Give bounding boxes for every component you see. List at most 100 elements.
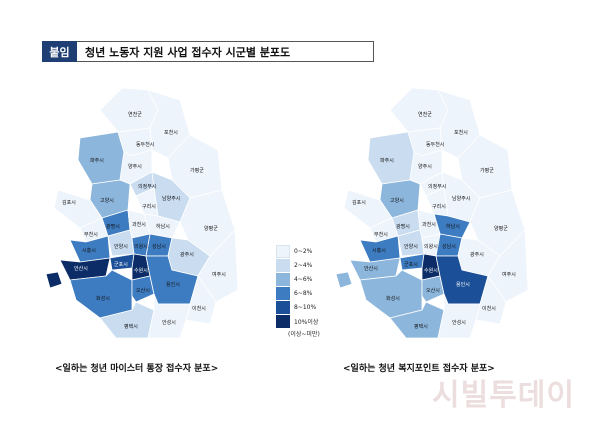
label-anseong: 안성시 (452, 319, 466, 326)
legend-note: (이상~미만) (288, 331, 320, 338)
label-yangpyeong: 양평군 (204, 225, 218, 232)
region-pocheon (147, 89, 191, 159)
label-paju: 파주시 (90, 157, 104, 164)
label-gimpo: 김포시 (352, 199, 366, 206)
label-guri: 구리시 (142, 203, 156, 210)
legend-swatch (276, 244, 290, 258)
label-gunpo: 군포시 (114, 262, 128, 268)
label-namyangju: 남양주시 (452, 195, 470, 202)
map-welfare-point: 연천군 포천시 동두천시 양주시 파주시 의정부시 가평군 고양시 김포시 남양… (330, 80, 530, 340)
region-osan (131, 275, 155, 303)
region-siheung (359, 235, 401, 263)
legend-label: 10%이상 (294, 318, 319, 326)
legend-label: 0~2% (294, 247, 313, 255)
label-dongducheon: 동두천시 (426, 141, 444, 148)
legend-item: 8~10% (276, 300, 330, 314)
region-ansan (59, 257, 111, 281)
label-siheung: 시흥시 (82, 247, 96, 254)
label-yangpyeong: 양평군 (494, 225, 508, 232)
label-gimpo: 김포시 (62, 199, 76, 206)
watermark-logo: 시빌투데이 (432, 378, 575, 413)
region-icheon (475, 275, 507, 325)
attachment-tag: 붙임 (42, 41, 77, 62)
label-yeoju: 여주시 (502, 271, 516, 278)
label-pyeongtaek: 평택시 (414, 323, 428, 330)
label-hwaseong: 화성시 (386, 295, 400, 302)
label-goyang: 고양시 (390, 197, 404, 204)
region-siheung (69, 235, 111, 263)
label-pocheon: 포천시 (164, 129, 178, 136)
label-pocheon: 포천시 (454, 129, 468, 136)
caption-right: <일하는 청년 복지포인트 접수자 분포> (343, 364, 495, 374)
label-anyang: 안양시 (114, 243, 128, 250)
label-bucheon: 부천시 (374, 231, 388, 238)
label-dongducheon: 동두천시 (136, 141, 154, 148)
label-bucheon: 부천시 (84, 231, 98, 238)
label-hwaseong: 화성시 (96, 295, 110, 302)
region-anseong (437, 293, 481, 339)
label-gapyeong: 가평군 (480, 167, 494, 174)
region-island (45, 271, 63, 289)
label-hanam: 하남시 (156, 223, 170, 230)
label-yeoncheon: 연천군 (418, 111, 432, 118)
label-gwangmyeong: 광명시 (106, 223, 120, 230)
legend-label: 2~4% (294, 261, 313, 269)
map-svg-left: 연천군 포천시 동두천시 양주시 파주시 의정부시 가평군 고양시 김포시 남양… (45, 87, 239, 339)
map-svg-right: 연천군 포천시 동두천시 양주시 파주시 의정부시 가평군 고양시 김포시 남양… (335, 87, 529, 339)
label-yeoju: 여주시 (212, 271, 226, 278)
label-gwangju: 광주시 (470, 251, 484, 258)
label-gwangmyeong: 광명시 (396, 223, 410, 230)
legend-label: 4~6% (294, 275, 313, 283)
label-goyang: 고양시 (100, 197, 114, 204)
label-icheon: 이천시 (192, 305, 206, 312)
page-title: 청년 노동자 지원 사업 접수자 시군별 분포도 (77, 41, 374, 62)
label-namyangju: 남양주시 (162, 195, 180, 202)
label-gapyeong: 가평군 (190, 167, 204, 174)
legend-item: 6~8% (276, 286, 330, 300)
label-anyang: 안양시 (404, 243, 418, 250)
region-yeoju (487, 229, 529, 303)
label-gwangju: 광주시 (180, 251, 194, 258)
label-yeoncheon: 연천군 (128, 111, 142, 118)
label-siheung: 시흥시 (372, 247, 386, 254)
region-anseong (147, 293, 191, 339)
legend-label: 6~8% (294, 289, 313, 297)
region-icheon (185, 275, 217, 325)
region-yeoncheon (99, 87, 159, 133)
label-icheon: 이천시 (482, 305, 496, 312)
region-island (335, 271, 353, 289)
label-gwacheon: 과천시 (132, 221, 146, 228)
label-uijeongbu: 의정부시 (428, 183, 446, 190)
legend-item: 2~4% (276, 258, 330, 272)
legend-item: 0~2% (276, 244, 330, 258)
legend-swatch (276, 258, 290, 272)
legend-swatch (276, 300, 290, 314)
label-guri: 구리시 (432, 203, 446, 210)
label-anseong: 안성시 (162, 319, 176, 326)
region-pocheon (437, 89, 481, 159)
label-ansan: 안산시 (74, 265, 88, 272)
legend-swatch (276, 286, 290, 300)
label-yangju: 양주시 (128, 163, 142, 170)
label-seongnam: 성남시 (152, 243, 166, 250)
label-yongin: 용인시 (456, 281, 470, 288)
label-gunpo: 군포시 (404, 262, 418, 268)
label-gwacheon: 과천시 (422, 221, 436, 228)
region-ansan (349, 257, 401, 281)
label-uijeongbu: 의정부시 (138, 183, 156, 190)
label-yangju: 양주시 (418, 163, 432, 170)
label-seongnam: 성남시 (442, 243, 456, 250)
legend-item: 10%이상 (276, 314, 330, 328)
legend-label: 8~10% (294, 303, 317, 311)
label-pyeongtaek: 평택시 (124, 323, 138, 330)
caption-left: <일하는 청년 마이스터 통장 접수자 분포> (55, 364, 219, 374)
label-ansan: 안산시 (364, 265, 378, 272)
region-osan (421, 275, 445, 303)
label-paju: 파주시 (380, 157, 394, 164)
map-maister-account: 연천군 포천시 동두천시 양주시 파주시 의정부시 가평군 고양시 김포시 남양… (40, 80, 240, 340)
label-osan: 오산시 (136, 287, 150, 294)
label-uiwang: 의왕시 (134, 243, 148, 250)
label-yongin: 용인시 (166, 281, 180, 288)
map-legend: 0~2% 2~4% 4~6% 6~8% 8~10% 10%이상 (이상~미만) (276, 244, 330, 338)
label-uiwang: 의왕시 (424, 243, 438, 250)
